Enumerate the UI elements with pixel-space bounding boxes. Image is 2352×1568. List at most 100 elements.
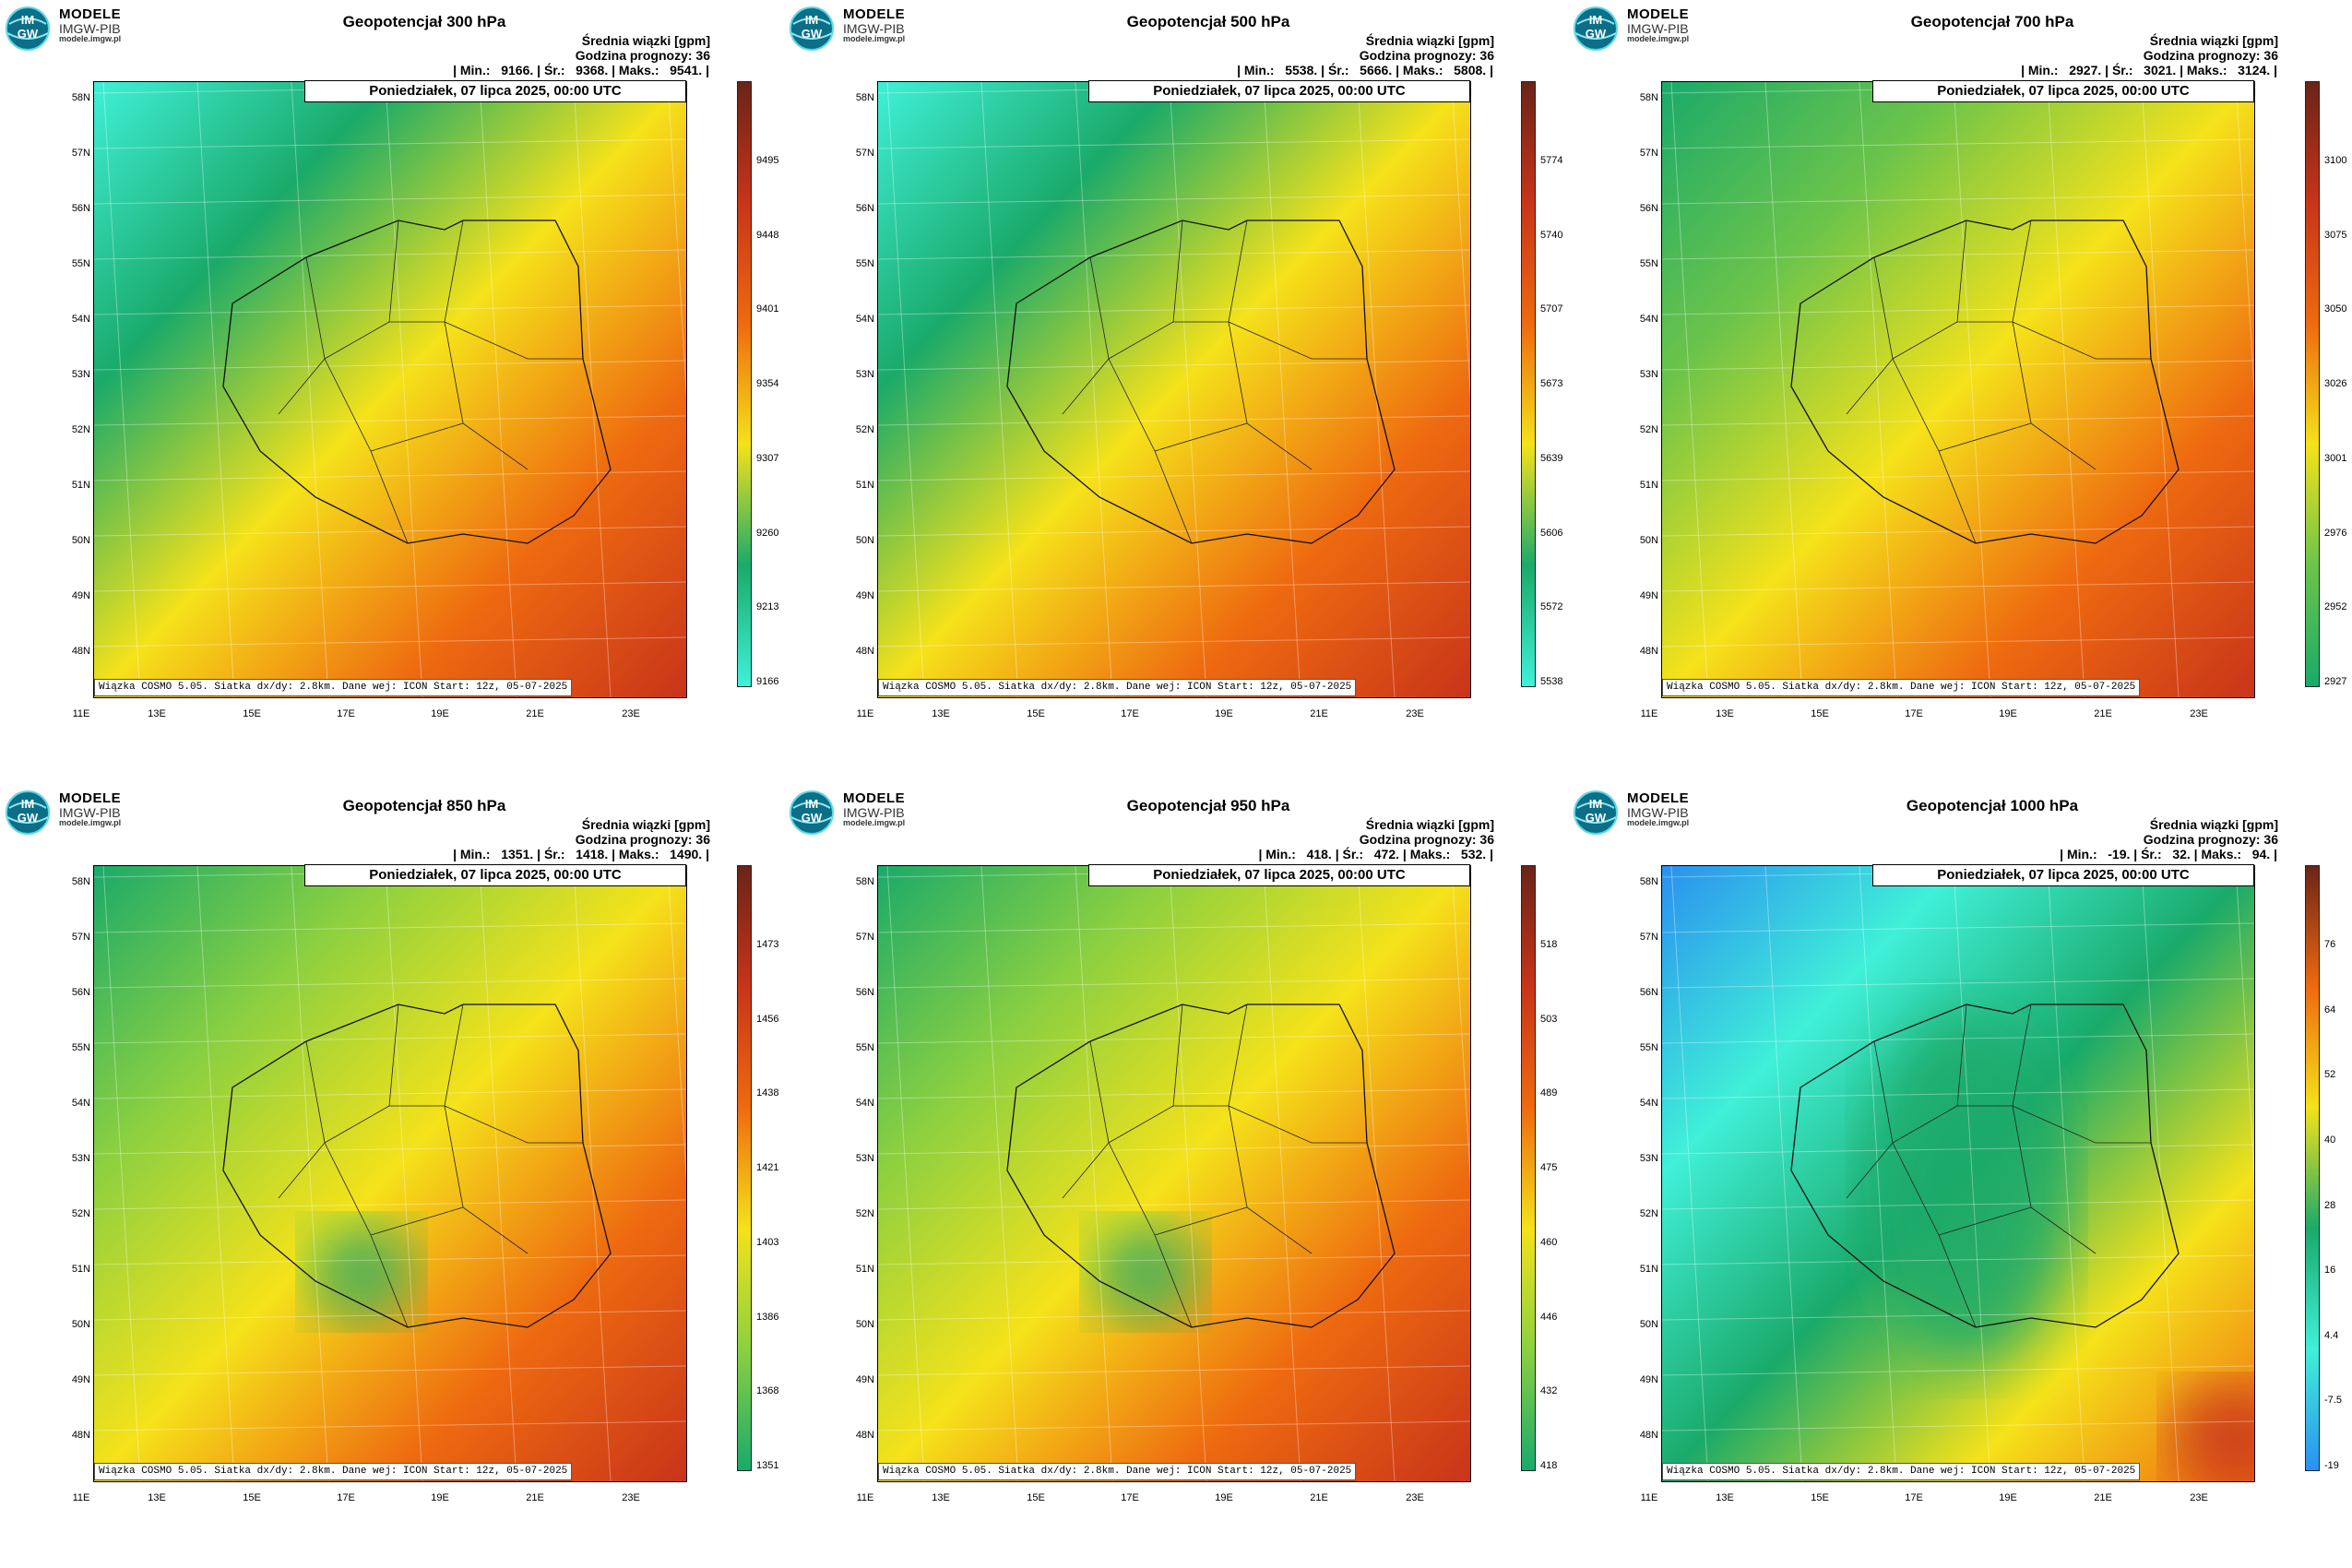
lat-label: 52N <box>855 1208 874 1219</box>
graticule-line <box>94 360 686 371</box>
brand-name: MODELE <box>843 6 906 22</box>
graticule-line <box>878 636 1470 647</box>
lat-label: 55N <box>1639 1042 1658 1053</box>
field-background <box>94 866 686 1481</box>
lat-label: 58N <box>855 876 874 887</box>
lat-label: 54N <box>855 314 874 325</box>
colorbar-tick: 460 <box>1540 1236 1558 1248</box>
colorbar-tick: 1386 <box>756 1311 779 1323</box>
colorbar <box>737 81 752 687</box>
logo-text-bottom: GW <box>1585 27 1607 41</box>
graticule-line <box>94 249 686 260</box>
graticule-line <box>1662 1420 2254 1431</box>
brand-url[interactable]: modele.imgw.pl <box>59 818 122 828</box>
brand-url[interactable]: modele.imgw.pl <box>1627 34 1690 44</box>
lat-label: 56N <box>71 203 90 214</box>
lat-label: 49N <box>1639 1374 1658 1385</box>
graticule-line <box>1451 82 1470 398</box>
graticule-line <box>878 978 1470 989</box>
lat-label: 58N <box>71 876 90 887</box>
logo-text: IM GW <box>788 797 836 825</box>
lat-label: 58N <box>71 92 90 103</box>
colorbar-tick: 1456 <box>756 1013 779 1025</box>
brand-url[interactable]: modele.imgw.pl <box>843 818 906 828</box>
lon-label: 21E <box>2094 1492 2112 1503</box>
lon-label: 13E <box>148 1492 166 1503</box>
colorbar-tick: 5639 <box>1540 452 1563 464</box>
graticule-line <box>385 866 423 1481</box>
lon-label: 17E <box>1121 1492 1139 1503</box>
colorbar-tick: 3050 <box>2324 303 2347 315</box>
panel-title: Geopotencjał 950 hPa <box>1126 797 1290 814</box>
lon-label: 17E <box>1905 708 1923 719</box>
graticule-line <box>479 866 517 1481</box>
graticule-line <box>1662 526 2254 537</box>
graticule-line <box>878 526 1470 537</box>
colorbar-tick: 9260 <box>756 527 779 539</box>
lon-label: 17E <box>337 1492 355 1503</box>
graticule-line <box>980 866 1019 1481</box>
lat-label: 51N <box>71 1264 90 1275</box>
voivodeship-borders <box>1846 1004 2151 1328</box>
logo-text: IM GW <box>4 13 52 41</box>
lon-label: 17E <box>1121 708 1139 719</box>
graticule-line <box>1357 82 1396 697</box>
map-field[interactable] <box>1661 865 2255 1482</box>
map-field[interactable] <box>877 81 1471 698</box>
forecast-panel: IM GW MODELE IMGW-PIB modele.imgw.pl Geopoten… <box>1568 0 2352 784</box>
lat-label: 53N <box>855 1153 874 1164</box>
lon-label: 23E <box>2190 1492 2208 1503</box>
graticule-line <box>196 866 235 1481</box>
brand-url[interactable]: modele.imgw.pl <box>59 34 122 44</box>
brand-url[interactable]: modele.imgw.pl <box>1627 818 1690 828</box>
lon-label: 21E <box>526 708 544 719</box>
graticule-line <box>94 581 686 592</box>
colorbar-tick: 2952 <box>2324 601 2347 613</box>
imgw-logo: IM GW <box>4 790 52 836</box>
graticule-line <box>878 1365 1470 1376</box>
brand-name: MODELE <box>59 790 122 806</box>
graticule-line <box>1953 866 1991 1481</box>
colorbar-tick: 3026 <box>2324 378 2347 390</box>
lon-label: 11E <box>1640 708 1658 719</box>
lat-label: 57N <box>855 148 874 159</box>
lon-label: 21E <box>2094 708 2112 719</box>
graticule-line <box>94 1033 686 1044</box>
colorbar-tick: 9307 <box>756 452 779 464</box>
colorbar <box>1521 865 1536 1471</box>
lon-label: 19E <box>1999 1492 2017 1503</box>
graticule-line <box>1764 82 1803 697</box>
field-background <box>878 866 1470 1481</box>
lon-label: 13E <box>1716 708 1734 719</box>
graticule-line <box>886 866 925 1481</box>
graticule-line <box>94 1365 686 1376</box>
lat-label: 49N <box>1639 590 1658 601</box>
colorbar-tick: 16 <box>2324 1265 2336 1277</box>
lon-label: 11E <box>856 1492 874 1503</box>
brand-url[interactable]: modele.imgw.pl <box>843 34 906 44</box>
map-field[interactable] <box>1661 81 2255 698</box>
colorbar-tick: 5673 <box>1540 378 1563 390</box>
map-field[interactable] <box>93 81 687 698</box>
imgw-logo: IM GW <box>1572 6 1620 52</box>
forecast-panel: IM GW MODELE IMGW-PIB modele.imgw.pl Geopoten… <box>784 0 1568 784</box>
map-field[interactable] <box>877 865 1471 1482</box>
lon-label: 13E <box>148 708 166 719</box>
lat-label: 53N <box>855 369 874 380</box>
lat-label: 56N <box>1639 987 1658 998</box>
graticule-line <box>2141 82 2180 697</box>
colorbar-tick: 1421 <box>756 1162 779 1174</box>
brand-block: MODELE IMGW-PIB modele.imgw.pl <box>1627 7 1689 44</box>
colorbar-tick: 3075 <box>2324 229 2347 241</box>
lon-label: 11E <box>72 708 90 719</box>
forecast-panel: IM GW MODELE IMGW-PIB modele.imgw.pl Geopoten… <box>0 0 784 784</box>
map-field[interactable] <box>93 865 687 1482</box>
panel-info: Średnia wiązki [gpm] Godzina prognozy: 36 <box>1360 33 1494 63</box>
lat-label: 50N <box>855 1319 874 1330</box>
colorbar-tick: 5538 <box>1540 676 1563 687</box>
graticule-line <box>1859 866 1897 1481</box>
lat-label: 49N <box>855 590 874 601</box>
graticule-line <box>1662 249 2254 260</box>
graticule-line <box>1662 581 2254 592</box>
graticule-line <box>878 1310 1470 1321</box>
